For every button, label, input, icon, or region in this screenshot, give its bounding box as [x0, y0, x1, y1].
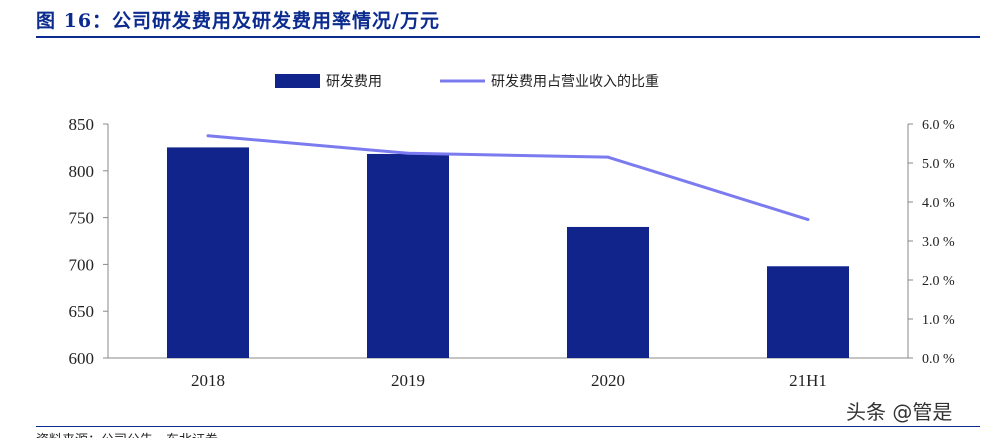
- bar-2018: [167, 147, 249, 358]
- x-tick-label: 2018: [191, 371, 225, 390]
- watermark: 头条 @管是: [846, 400, 953, 424]
- legend-label-bar: 研发费用: [326, 74, 382, 90]
- x-tick-label: 2020: [591, 371, 625, 390]
- bar-2019: [367, 153, 449, 358]
- ratio-point-21H1: [806, 218, 810, 222]
- source-note: 资料来源：公司公告，东北证券: [36, 429, 218, 438]
- right-tick-label: 4.0 %: [922, 196, 955, 211]
- ratio-point-2020: [606, 155, 610, 159]
- right-tick-label: 2.0 %: [922, 274, 955, 289]
- title-divider: [36, 36, 980, 38]
- left-tick-label: 750: [69, 209, 95, 228]
- left-tick-label: 600: [69, 349, 95, 368]
- right-tick-label: 0.0 %: [922, 352, 955, 367]
- left-tick-label: 700: [69, 255, 95, 274]
- ratio-line: [207, 134, 809, 221]
- right-tick-label: 1.0 %: [922, 313, 955, 328]
- left-tick-label: 850: [69, 115, 95, 134]
- left-tick-label: 650: [69, 302, 95, 321]
- right-tick-label: 5.0 %: [922, 157, 955, 172]
- bottom-divider: [36, 426, 980, 427]
- bar-2020: [567, 226, 649, 358]
- bar-21H1: [767, 266, 849, 358]
- x-tick-label: 2019: [391, 371, 425, 390]
- legend-label-line: 研发费用占营业收入的比重: [491, 74, 659, 90]
- right-tick-label: 3.0 %: [922, 235, 955, 250]
- left-tick-label: 800: [69, 162, 95, 181]
- ratio-point-2019: [406, 151, 410, 155]
- legend-swatch-bar: [275, 74, 320, 88]
- ratio-point-2018: [206, 134, 210, 138]
- legend: 研发费用 研发费用占营业收入的比重: [275, 74, 659, 90]
- figure-title: 图 16：公司研发费用及研发费用率情况/万元: [36, 10, 440, 32]
- x-tick-label: 21H1: [789, 371, 827, 390]
- right-tick-label: 6.0 %: [922, 118, 955, 133]
